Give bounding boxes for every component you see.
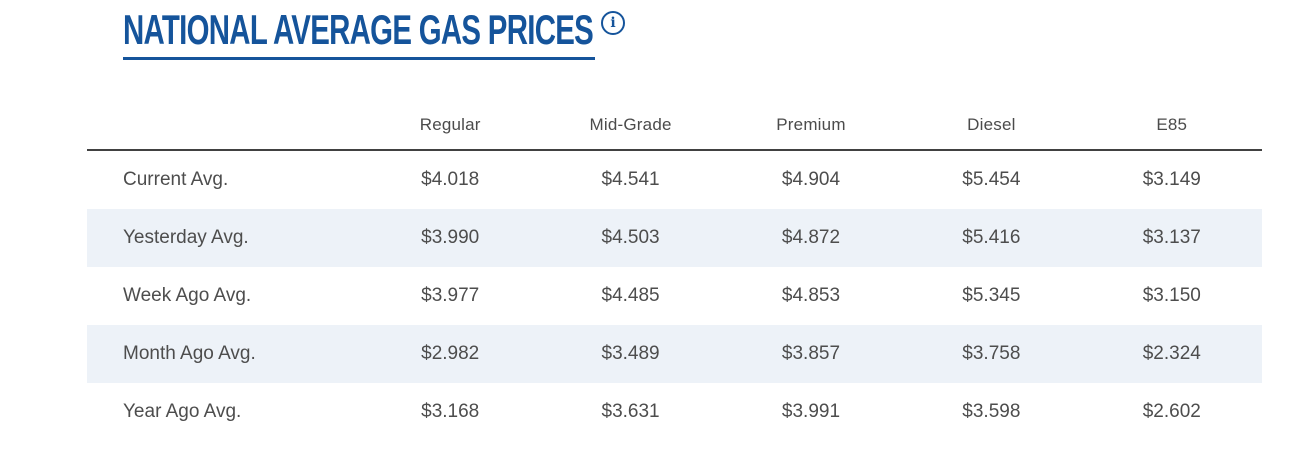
- table-row-year-ago-avg: Year Ago Avg. $3.168 $3.631 $3.991 $3.59…: [87, 383, 1262, 441]
- column-header-blank: [87, 103, 360, 151]
- price-cell: $2.602: [1142, 401, 1201, 422]
- price-cell: $4.872: [720, 209, 902, 267]
- price-cell: $2.982: [360, 325, 541, 383]
- price-cell: $4.018: [421, 169, 480, 190]
- price-cell: $2.324: [1081, 325, 1262, 383]
- table-row-yesterday-avg: Yesterday Avg. $3.990 $4.503 $4.872 $5.4…: [87, 209, 1262, 267]
- info-icon[interactable]: i: [601, 11, 625, 35]
- price-cell: $3.489: [540, 325, 721, 383]
- price-cell: $3.991: [781, 401, 841, 422]
- price-cell: $4.904: [781, 169, 841, 190]
- column-header-e85: E85: [1081, 103, 1262, 151]
- column-header-diesel: Diesel: [901, 103, 1082, 151]
- column-header-premium: Premium: [720, 103, 902, 151]
- price-cell: $3.977: [421, 285, 480, 306]
- page-title-text: NATIONAL AVERAGE GAS PRICES: [123, 6, 594, 53]
- price-cell: $3.990: [360, 209, 541, 267]
- price-cell: $4.853: [781, 285, 841, 306]
- price-cell: $5.345: [962, 285, 1021, 306]
- price-cell: $3.758: [901, 325, 1082, 383]
- price-cell: $3.857: [720, 325, 902, 383]
- column-header-midgrade: Mid-Grade: [540, 103, 721, 151]
- price-cell: $4.485: [601, 285, 660, 306]
- price-cell: $4.503: [540, 209, 721, 267]
- row-label: Current Avg.: [123, 169, 229, 190]
- row-label: Week Ago Avg.: [123, 285, 252, 306]
- price-cell: $3.598: [962, 401, 1021, 422]
- row-label: Year Ago Avg.: [123, 401, 242, 422]
- table-row-week-ago-avg: Week Ago Avg. $3.977 $4.485 $4.853 $5.34…: [87, 267, 1262, 325]
- price-cell: $3.168: [421, 401, 480, 422]
- gas-prices-table-wrap: Regular Mid-Grade Premium Diesel E85 Cur…: [87, 103, 1262, 441]
- price-cell: $5.454: [962, 169, 1021, 190]
- table-row-month-ago-avg: Month Ago Avg. $2.982 $3.489 $3.857 $3.7…: [87, 325, 1262, 383]
- price-cell: $3.631: [601, 401, 660, 422]
- gas-prices-table: Regular Mid-Grade Premium Diesel E85 Cur…: [87, 103, 1262, 441]
- row-label: Month Ago Avg.: [87, 325, 360, 383]
- page-title-block: NATIONAL AVERAGE GAS PRICES: [123, 6, 795, 54]
- price-cell: $5.416: [901, 209, 1082, 267]
- table-row-current-avg: Current Avg. $4.018 $4.541 $4.904 $5.454…: [87, 150, 1262, 209]
- title-underline: [123, 57, 595, 60]
- page-title: NATIONAL AVERAGE GAS PRICES: [123, 6, 795, 54]
- price-cell: $3.149: [1142, 169, 1201, 190]
- price-cell: $4.541: [601, 169, 660, 190]
- price-cell: $3.137: [1081, 209, 1262, 267]
- price-cell: $3.150: [1142, 285, 1201, 306]
- row-label: Yesterday Avg.: [87, 209, 360, 267]
- table-header-row: Regular Mid-Grade Premium Diesel E85: [87, 103, 1262, 151]
- column-header-regular: Regular: [360, 103, 541, 151]
